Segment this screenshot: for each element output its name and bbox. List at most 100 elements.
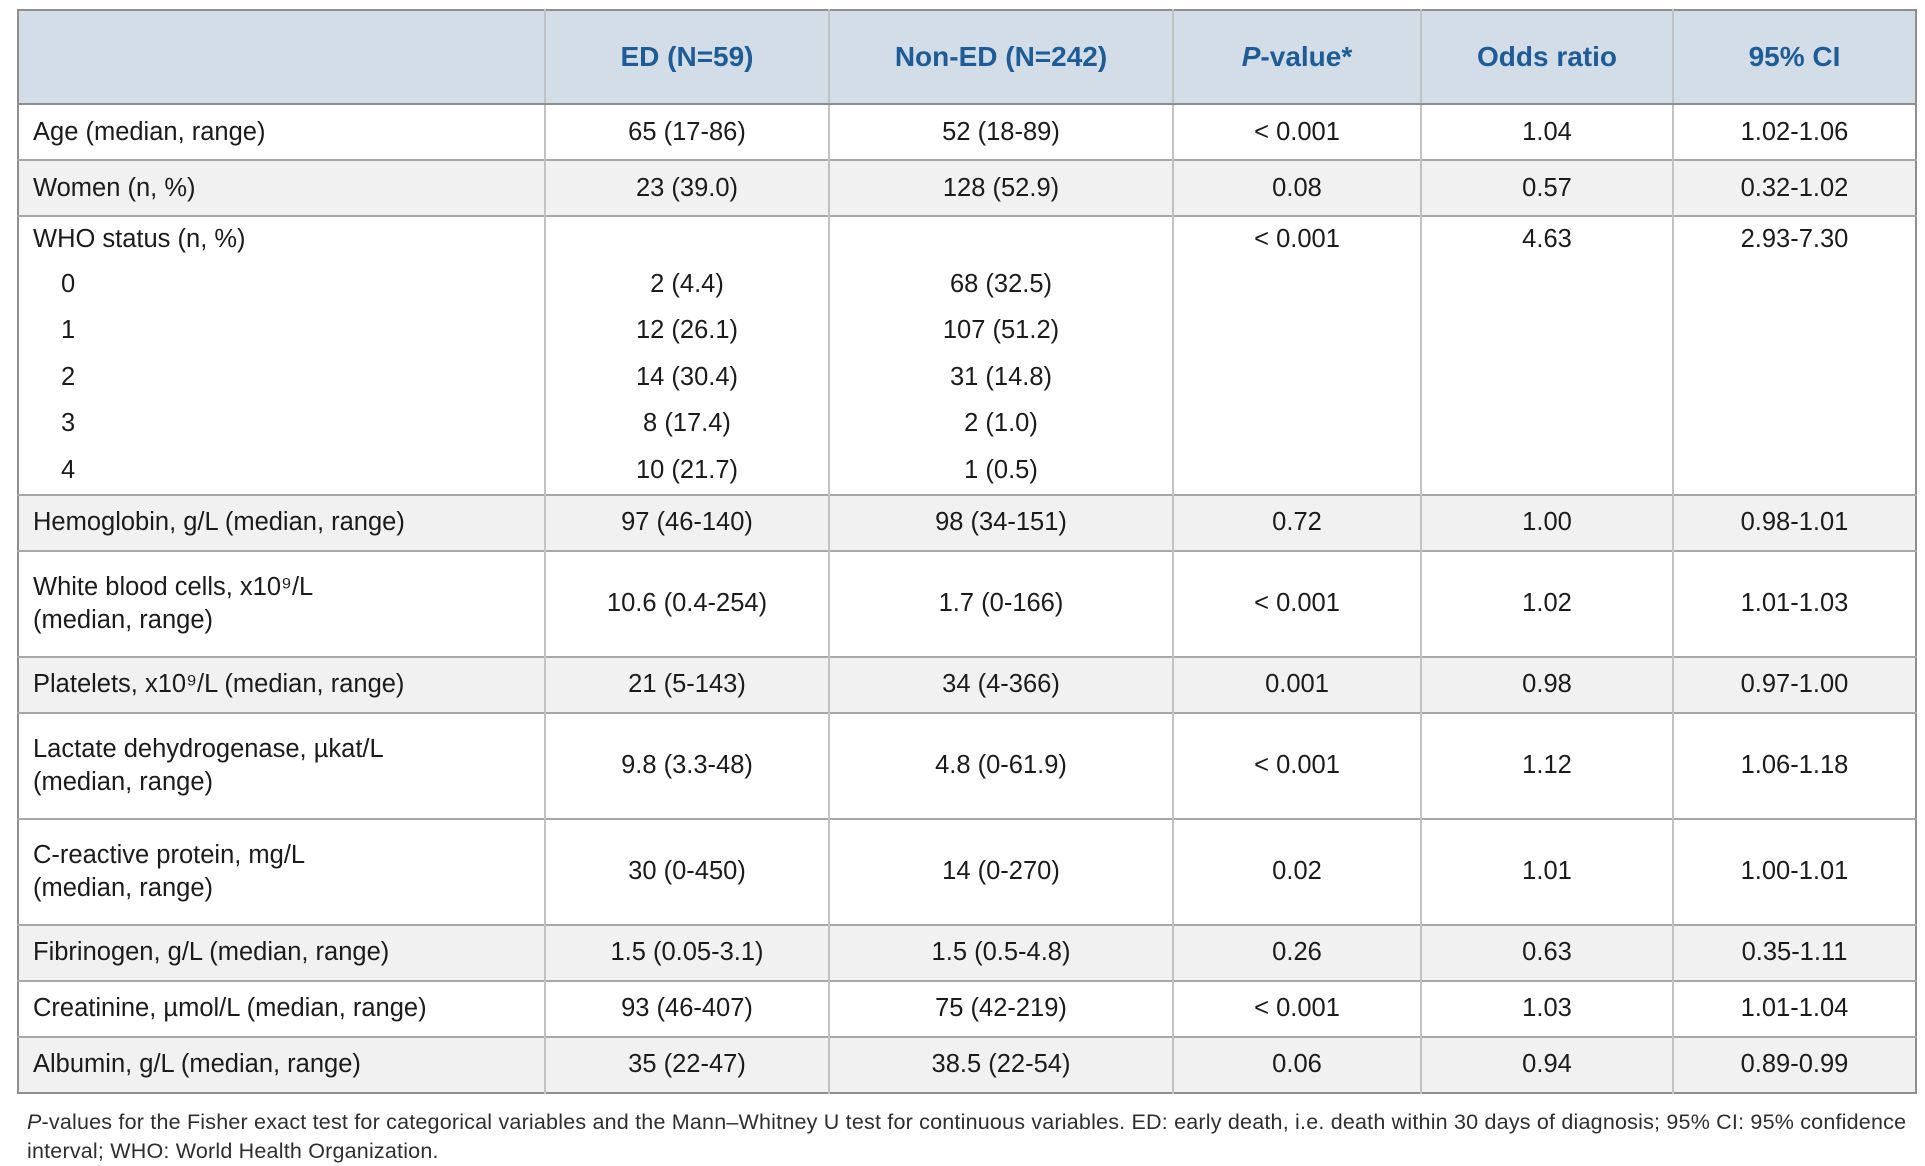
cell-ci: 1.02-1.06 bbox=[1672, 103, 1916, 160]
cell-p: 0.02 bbox=[1172, 817, 1421, 925]
row-label: Platelets, x10⁹/L (median, range) bbox=[18, 655, 545, 713]
row-label: Creatinine, µmol/L (median, range) bbox=[18, 979, 545, 1037]
cell-p: 0.06 bbox=[1172, 1035, 1421, 1093]
cell-ci: 1.06-1.18 bbox=[1672, 711, 1916, 819]
cell-ed: 30 (0-450) bbox=[544, 817, 829, 925]
table-row: Platelets, x10⁹/L (median, range) 21 (5-1… bbox=[18, 655, 1916, 713]
cell-ed: 2 (4.4) 12 (26.1) 14 (30.4) 8 (17.4) 10 (21.… bbox=[544, 215, 829, 495]
cell-noned: 128 (52.9) bbox=[828, 159, 1173, 216]
cell-or: 0.94 bbox=[1420, 1035, 1673, 1093]
cell-or: 1.04 bbox=[1420, 103, 1673, 160]
cell-or: 1.02 bbox=[1420, 549, 1673, 657]
cell-or: 0.98 bbox=[1420, 655, 1673, 713]
cell-noned: 38.5 (22-54) bbox=[828, 1035, 1173, 1093]
cell-noned: 52 (18-89) bbox=[828, 103, 1173, 160]
cell-p: < 0.001 bbox=[1172, 215, 1421, 495]
cell-or: 4.63 bbox=[1420, 215, 1673, 495]
who-sub-value: 14 (30.4) bbox=[635, 362, 739, 391]
cell-noned: 1.5 (0.5-4.8) bbox=[828, 923, 1173, 981]
header-p: P-value* bbox=[1172, 10, 1421, 105]
who-sub-label: 4 bbox=[61, 455, 76, 484]
cell-ci: 2.93-7.30 bbox=[1672, 215, 1916, 495]
cell-ed: 65 (17-86) bbox=[544, 103, 829, 160]
cell-noned: 14 (0-270) bbox=[828, 817, 1173, 925]
spacer bbox=[546, 217, 828, 261]
cell-or: 0.63 bbox=[1420, 923, 1673, 981]
header-noned: Non-ED (N=242) bbox=[828, 10, 1173, 105]
who-sub-label: 0 bbox=[61, 269, 76, 298]
cell-p: 0.001 bbox=[1172, 655, 1421, 713]
cell-ed: 10.6 (0.4-254) bbox=[544, 549, 829, 657]
cell-p: < 0.001 bbox=[1172, 103, 1421, 160]
table-header: ED (N=59) Non-ED (N=242) P-value* Odds rati… bbox=[18, 10, 1916, 105]
who-sub-label: 3 bbox=[61, 409, 76, 438]
table-body: Age (median, range) 65 (17-86) 52 (18-89) <… bbox=[18, 103, 1916, 1093]
row-label: Fibrinogen, g/L (median, range) bbox=[18, 923, 545, 981]
header-row: ED (N=59) Non-ED (N=242) P-value* Odds rati… bbox=[18, 10, 1916, 105]
cell-ed: 23 (39.0) bbox=[544, 159, 829, 216]
header-ed: ED (N=59) bbox=[544, 10, 829, 105]
cell-ed: 1.5 (0.05-3.1) bbox=[544, 923, 829, 981]
row-label: White blood cells, x10⁹/L (median, range… bbox=[18, 549, 545, 657]
table-row: Women (n, %) 23 (39.0) 128 (52.9) 0.08 0.57 0… bbox=[18, 159, 1916, 216]
cell-value: < 0.001 bbox=[1254, 224, 1340, 253]
cell-ed: 9.8 (3.3-48) bbox=[544, 711, 829, 819]
cell-p: < 0.001 bbox=[1172, 711, 1421, 819]
who-sub-value: 1 (0.5) bbox=[964, 455, 1038, 484]
cell-p: < 0.001 bbox=[1172, 549, 1421, 657]
header-ci: 95% CI bbox=[1672, 10, 1916, 105]
cell-or: 1.00 bbox=[1420, 493, 1673, 551]
row-label: Women (n, %) bbox=[18, 159, 545, 216]
cell-ci: 0.89-0.99 bbox=[1672, 1035, 1916, 1093]
cell-noned: 34 (4-366) bbox=[828, 655, 1173, 713]
who-sub-value: 12 (26.1) bbox=[635, 316, 739, 345]
cell-ci: 1.00-1.01 bbox=[1672, 817, 1916, 925]
cell-p: 0.72 bbox=[1172, 493, 1421, 551]
cell-noned: 68 (32.5) 107 (51.2) 31 (14.8) 2 (1.0) 1 (0.… bbox=[828, 215, 1173, 495]
who-sub-label: 2 bbox=[61, 362, 76, 391]
spacer bbox=[830, 217, 1172, 261]
cell-ci: 1.01-1.04 bbox=[1672, 979, 1916, 1037]
who-sub-value: 2 (1.0) bbox=[964, 409, 1038, 438]
who-sub-value: 107 (51.2) bbox=[942, 316, 1060, 345]
cell-ci: 0.98-1.01 bbox=[1672, 493, 1916, 551]
cell-noned: 75 (42-219) bbox=[828, 979, 1173, 1037]
who-sub-value: 2 (4.4) bbox=[650, 269, 724, 298]
cell-value: 4.63 bbox=[1522, 224, 1572, 253]
cell-or: 1.12 bbox=[1420, 711, 1673, 819]
row-label-text: WHO status (n, %) bbox=[33, 224, 246, 253]
cell-p: 0.08 bbox=[1172, 159, 1421, 216]
clinical-characteristics-table: ED (N=59) Non-ED (N=242) P-value* Odds rati… bbox=[17, 9, 1917, 1094]
header-label bbox=[18, 10, 545, 105]
cell-ci: 0.97-1.00 bbox=[1672, 655, 1916, 713]
cell-ed: 21 (5-143) bbox=[544, 655, 829, 713]
cell-p: 0.26 bbox=[1172, 923, 1421, 981]
table-row: Fibrinogen, g/L (median, range) 1.5 (0.05… bbox=[18, 923, 1916, 981]
table-row: Albumin, g/L (median, range) 35 (22-47) 38… bbox=[18, 1035, 1916, 1093]
table-row: Creatinine, µmol/L (median, range) 93 (46… bbox=[18, 979, 1916, 1037]
who-sub-value: 10 (21.7) bbox=[635, 455, 739, 484]
who-sub-value: 8 (17.4) bbox=[643, 409, 731, 438]
cell-ed: 97 (46-140) bbox=[544, 493, 829, 551]
who-sub-value: 68 (32.5) bbox=[949, 269, 1053, 298]
who-sub-label: 1 bbox=[61, 316, 76, 345]
header-or: Odds ratio bbox=[1420, 10, 1673, 105]
cell-ed: 35 (22-47) bbox=[544, 1035, 829, 1093]
table-row: Lactate dehydrogenase, µkat/L (median, r… bbox=[18, 711, 1916, 819]
row-label: Hemoglobin, g/L (median, range) bbox=[18, 493, 545, 551]
cell-noned: 1.7 (0-166) bbox=[828, 549, 1173, 657]
row-label: C-reactive protein, mg/L (median, range) bbox=[18, 817, 545, 925]
table-row: WHO status (n, %) 0 1 2 3 4 2 (4.4) 12 (26.1) 14… bbox=[18, 215, 1916, 495]
row-label: Age (median, range) bbox=[18, 103, 545, 160]
table-row: White blood cells, x10⁹/L (median, range… bbox=[18, 549, 1916, 657]
cell-p: < 0.001 bbox=[1172, 979, 1421, 1037]
cell-or: 1.03 bbox=[1420, 979, 1673, 1037]
table-row: Hemoglobin, g/L (median, range) 97 (46-14… bbox=[18, 493, 1916, 551]
footnote: P-values for the Fisher exact test for c… bbox=[27, 1109, 1907, 1163]
who-sub-value: 31 (14.8) bbox=[949, 362, 1053, 391]
cell-or: 0.57 bbox=[1420, 159, 1673, 216]
cell-ci: 0.35-1.11 bbox=[1672, 923, 1916, 981]
cell-value: 2.93-7.30 bbox=[1740, 224, 1849, 253]
row-label: Albumin, g/L (median, range) bbox=[18, 1035, 545, 1093]
